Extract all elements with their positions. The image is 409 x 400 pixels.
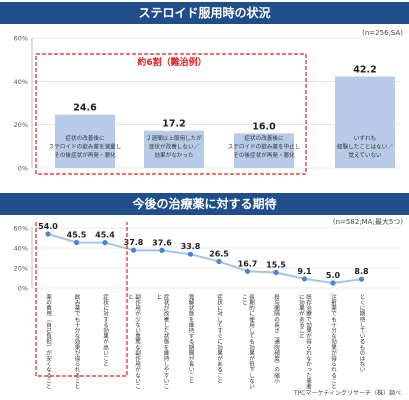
data-point <box>130 247 137 253</box>
data-point <box>45 231 51 237</box>
data-point <box>102 240 108 246</box>
point-value-label: 33.8 <box>181 242 201 251</box>
data-point <box>244 268 251 274</box>
chart1-note: (n=256;SA) <box>362 29 403 37</box>
point-value-label: 9.1 <box>297 267 312 276</box>
y-tick-label: 40% <box>14 245 28 253</box>
category-label: ステロイドの飲み薬を中止し <box>228 143 301 151</box>
point-value-label: 37.6 <box>152 238 172 247</box>
category-label: 症状の改善後に <box>65 134 105 142</box>
highlight-title: 約6割（難治例） <box>137 56 206 68</box>
category-label: その後症状が再発・悪化 <box>233 151 295 159</box>
y-tick-label: 20% <box>14 121 28 129</box>
point-value-label: 15.5 <box>266 261 286 270</box>
y-tick-label: 60% <box>14 35 28 43</box>
point-value-label: 5.0 <box>326 271 341 280</box>
category-label: 症状が改善しない／ <box>149 143 200 151</box>
category-label: に効果があること <box>298 294 305 339</box>
category-label: とくに期待しているものはない <box>359 294 366 373</box>
highlight-title-bg <box>130 55 214 68</box>
section1-title: ステロイド服用時の状況 <box>138 6 271 20</box>
point-value-label: 45.4 <box>95 231 115 240</box>
bar-value-label: 42.2 <box>353 65 376 76</box>
data-point <box>358 276 365 282</box>
data-point <box>273 269 279 276</box>
category-label: 症状に対する効果が高いこと <box>102 293 109 367</box>
y-tick-label: 0% <box>18 165 28 173</box>
chart1: 0%20%40%60%24.6症状の改善後にステロイドの飲み薬を減量しその後症状… <box>14 35 400 175</box>
category-label: 副作用が少ない重篤な副作用がないこ <box>134 293 141 390</box>
y-tick-label: 40% <box>14 78 28 86</box>
category-label: 効果がなかった <box>154 151 194 159</box>
data-point <box>301 276 308 282</box>
bar-value-label: 17.2 <box>162 119 185 130</box>
category-label: 経験したことはない／ <box>337 143 393 151</box>
category-label: と <box>127 294 133 300</box>
data-point <box>330 280 336 286</box>
point-value-label: 37.8 <box>124 238 144 247</box>
category-label: 飲み薬でも十分な効果が得られること <box>74 293 81 390</box>
category-label: 症状の改善後に <box>244 134 284 142</box>
category-label: いずれも <box>354 134 376 142</box>
category-label: と <box>155 294 161 300</box>
point-value-label: 26.5 <box>209 250 229 259</box>
category-label: こと <box>241 294 247 306</box>
section2-title: 今後の治療薬に対する期待 <box>132 197 277 211</box>
chart2-note: (n=582;MA;最大5つ) <box>332 218 403 226</box>
category-label: 投与間隔の長さ（通院頻度）の縮小 <box>273 293 280 385</box>
category-label: 寛解状態を維持する期間が長いこと <box>188 293 195 384</box>
data-point <box>159 247 165 253</box>
point-value-label: 16.7 <box>238 259 258 268</box>
data-point <box>187 251 194 257</box>
category-label: 注射薬でも十分な効果が得られること <box>330 293 337 390</box>
category-label: ２週間以上服用したが <box>146 134 202 142</box>
source-note: TPCマーケティングリサーチ（株）調べ <box>294 390 401 397</box>
bar-value-label: 24.6 <box>73 103 97 114</box>
bar <box>55 114 115 168</box>
y-tick-label: 0% <box>18 285 28 293</box>
category-label: 長期的に使用しても効果が低下しない <box>248 294 255 390</box>
series-line <box>47 233 362 285</box>
category-label: 症状に対してすぐに効果があること <box>216 293 223 384</box>
point-value-label: 45.5 <box>67 231 87 240</box>
section2-header: 今後の治療薬に対する期待 <box>0 193 409 215</box>
bar <box>335 76 395 168</box>
category-label: ステロイドの飲み薬を減量し <box>49 143 122 151</box>
highlight-box <box>35 53 307 175</box>
bar <box>144 130 204 168</box>
category-label: 既存治療で効果が得られなかった患者 <box>305 294 312 390</box>
category-label: その後症状が再発・悪化 <box>54 151 116 159</box>
chart2: 0% 20% 40% 60% 54.0 薬の費用（自己負担）が安くなること 45.5 飲み薬で… <box>14 222 400 390</box>
point-value-label: 8.8 <box>354 267 369 276</box>
bar <box>234 133 294 168</box>
y-tick-label: 20% <box>14 265 28 273</box>
highlight-box <box>35 222 128 377</box>
bar-value-label: 16.0 <box>252 121 276 132</box>
data-point <box>73 239 80 246</box>
category-label: 薬の費用（自己負担）が安くなること <box>45 293 52 390</box>
category-label: 症状が改善した状態を維持しやすいこ <box>163 293 170 390</box>
point-value-label: 54.0 <box>38 222 58 231</box>
category-label: 覚えていない <box>348 151 382 159</box>
y-tick-label: 60% <box>14 225 28 233</box>
section1-header: ステロイド服用時の状況 <box>0 2 409 24</box>
data-point <box>216 258 222 265</box>
